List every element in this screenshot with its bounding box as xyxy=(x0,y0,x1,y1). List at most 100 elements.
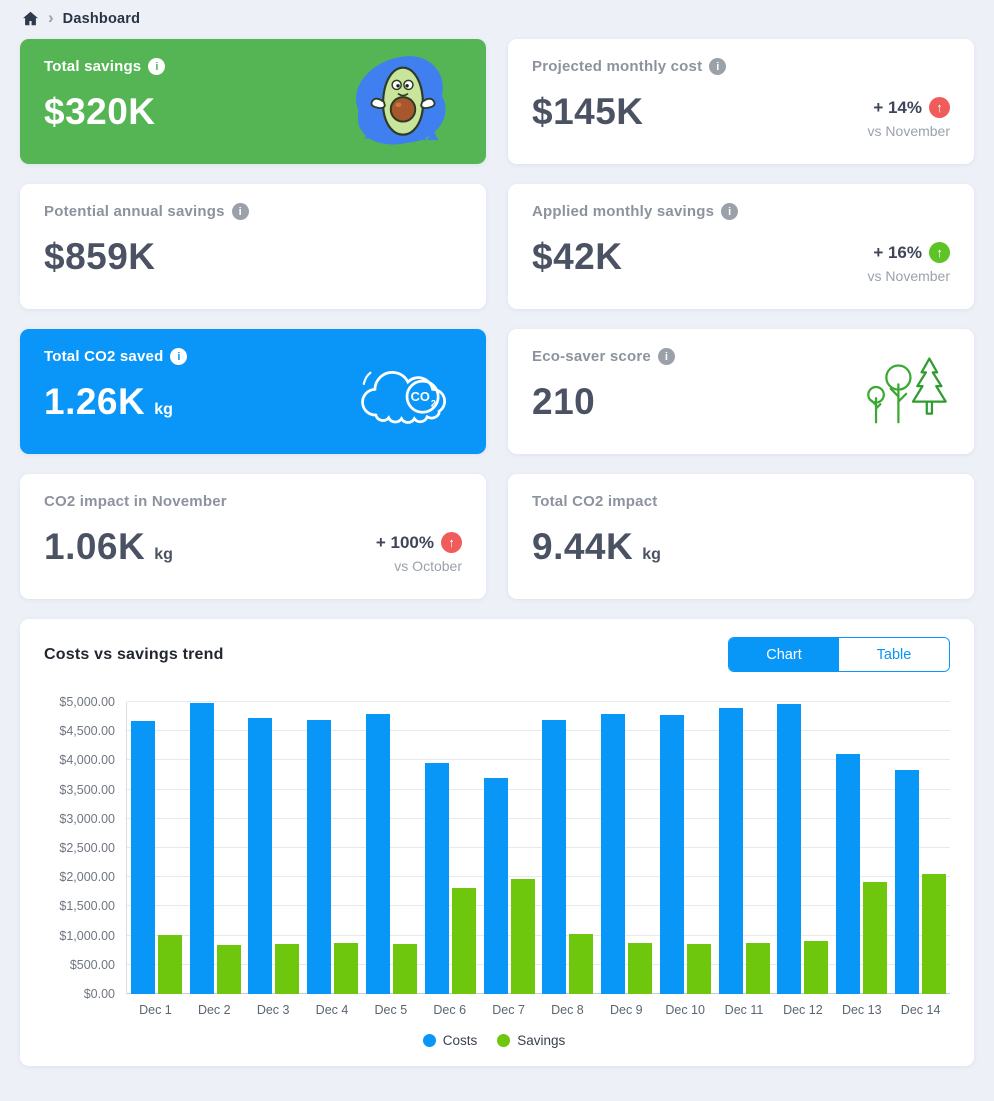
x-axis-label: Dec 6 xyxy=(433,1003,467,1017)
bar-group-dec-14[interactable] xyxy=(891,702,950,994)
savings-bar[interactable] xyxy=(216,944,241,994)
savings-bar[interactable] xyxy=(569,933,594,994)
card-co2-impact-november: CO2 impact in November 1.06K kg + 100% ↑… xyxy=(20,474,486,599)
bar-group-dec-6[interactable] xyxy=(421,702,480,994)
card-value: $42K xyxy=(532,236,623,277)
costs-bar[interactable] xyxy=(424,763,449,994)
bar-group-dec-13[interactable] xyxy=(832,702,891,994)
bar-group-dec-8[interactable] xyxy=(538,702,597,994)
card-value: $320K xyxy=(44,91,156,132)
costs-bar[interactable] xyxy=(777,703,802,994)
savings-bar[interactable] xyxy=(628,942,653,994)
costs-bar[interactable] xyxy=(895,770,920,994)
x-axis-label: Dec 13 xyxy=(841,1003,882,1017)
card-title: Potential annual savings xyxy=(44,203,225,220)
bar-group-dec-5[interactable] xyxy=(362,702,421,994)
compare-label: vs November xyxy=(867,268,950,284)
savings-bar[interactable] xyxy=(922,874,947,994)
dashboard-page: › Dashboard Total savings i $320K xyxy=(0,0,994,1066)
legend-item-costs[interactable]: Costs xyxy=(422,1033,477,1048)
compare-label: vs November xyxy=(867,123,950,139)
costs-bar[interactable] xyxy=(366,713,391,994)
avocado-mascot-illustration xyxy=(344,56,462,148)
bar-group-dec-7[interactable] xyxy=(480,702,539,994)
legend-item-savings[interactable]: Savings xyxy=(497,1033,565,1048)
gridline xyxy=(127,817,950,819)
svg-text:2: 2 xyxy=(431,399,436,409)
plot-area xyxy=(126,701,950,994)
y-tick-label: $4,500.00 xyxy=(59,724,115,739)
costs-bar[interactable] xyxy=(601,713,626,994)
y-tick-label: $1,000.00 xyxy=(59,928,115,943)
gridline xyxy=(127,759,950,761)
savings-bar[interactable] xyxy=(804,941,829,994)
costs-bar[interactable] xyxy=(189,703,214,994)
info-icon[interactable]: i xyxy=(148,58,166,75)
bar-group-dec-2[interactable] xyxy=(186,702,245,994)
savings-bar[interactable] xyxy=(745,942,770,994)
legend-label: Savings xyxy=(517,1033,566,1048)
gridline xyxy=(127,788,950,790)
bar-group-dec-3[interactable] xyxy=(245,702,304,994)
savings-bar[interactable] xyxy=(451,888,476,994)
savings-bar[interactable] xyxy=(510,878,535,994)
breadcrumb: › Dashboard xyxy=(0,0,994,39)
co2-cloud-icon: CO 2 xyxy=(352,348,462,438)
legend-dot-icon xyxy=(497,1034,511,1047)
x-axis-label: Dec 11 xyxy=(724,1003,764,1017)
savings-bar[interactable] xyxy=(275,944,300,994)
bar-group-dec-10[interactable] xyxy=(656,702,715,994)
bar-group-dec-12[interactable] xyxy=(774,702,833,994)
x-axis-label: Dec 4 xyxy=(315,1003,349,1017)
trend-block: + 14% ↑ vs November xyxy=(868,88,950,148)
card-title: Applied monthly savings xyxy=(532,203,715,220)
gridline xyxy=(127,905,950,907)
gridline xyxy=(127,963,950,965)
card-title: Total CO2 saved xyxy=(44,348,164,365)
y-tick-label: $1,500.00 xyxy=(59,899,115,914)
trend-up-icon: ↑ xyxy=(441,532,462,553)
x-axis-label: Dec 1 xyxy=(139,1003,172,1017)
costs-bar[interactable] xyxy=(483,777,508,994)
bar-group-dec-4[interactable] xyxy=(303,702,362,994)
info-icon[interactable]: i xyxy=(170,348,188,365)
bar-group-dec-11[interactable] xyxy=(715,702,774,994)
toggle-chart-button[interactable]: Chart xyxy=(729,638,839,671)
bar-group-dec-1[interactable] xyxy=(127,702,186,994)
card-title: Projected monthly cost xyxy=(532,58,703,75)
compare-label: vs October xyxy=(394,558,462,574)
gridline xyxy=(127,701,950,702)
card-projected-monthly-cost: Projected monthly cost i $145K + 14% ↑ v… xyxy=(508,39,974,164)
costs-bar[interactable] xyxy=(307,719,332,994)
costs-bar[interactable] xyxy=(659,714,684,994)
info-icon[interactable]: i xyxy=(709,58,727,75)
savings-bar[interactable] xyxy=(863,882,888,994)
bar-chart: $0.00 $500.00 $1,000.00 $1,500.00 $2,000.00 $… xyxy=(38,695,950,1001)
costs-bar[interactable] xyxy=(130,721,155,994)
info-icon[interactable]: i xyxy=(657,348,675,365)
card-title: CO2 impact in November xyxy=(44,493,227,510)
costs-bar[interactable] xyxy=(836,753,861,994)
costs-bar[interactable] xyxy=(542,719,567,994)
chart-legend: Costs Savings xyxy=(38,1033,950,1048)
card-total-co2-saved: Total CO2 saved i 1.26K kg CO 2 xyxy=(20,329,486,454)
x-axis-label: Dec 9 xyxy=(609,1003,643,1017)
trend-up-icon: ↑ xyxy=(929,97,950,118)
delta-value: + 100% xyxy=(375,532,434,552)
toggle-table-button[interactable]: Table xyxy=(839,638,949,671)
costs-bar[interactable] xyxy=(248,718,273,994)
y-tick-label: $5,000.00 xyxy=(59,695,115,709)
savings-bar[interactable] xyxy=(686,944,711,994)
costs-vs-savings-card: Costs vs savings trend Chart Table $0.00… xyxy=(20,619,974,1066)
costs-bar[interactable] xyxy=(718,707,743,994)
home-icon[interactable] xyxy=(22,10,39,27)
card-total-savings: Total savings i $320K xyxy=(20,39,486,164)
y-tick-label: $500.00 xyxy=(69,957,115,972)
bar-group-dec-9[interactable] xyxy=(597,702,656,994)
info-icon[interactable]: i xyxy=(231,203,249,220)
info-icon[interactable]: i xyxy=(721,203,739,220)
savings-bar[interactable] xyxy=(393,944,418,994)
savings-bar[interactable] xyxy=(157,935,182,994)
breadcrumb-current[interactable]: Dashboard xyxy=(62,10,141,27)
savings-bar[interactable] xyxy=(334,943,359,994)
